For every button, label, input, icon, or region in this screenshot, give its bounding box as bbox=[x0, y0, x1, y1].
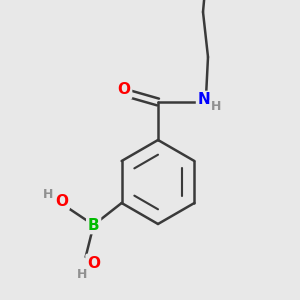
Text: B: B bbox=[88, 218, 99, 232]
Text: H: H bbox=[76, 268, 87, 281]
Text: O: O bbox=[87, 256, 100, 271]
Text: O: O bbox=[118, 82, 130, 98]
Text: N: N bbox=[198, 92, 210, 107]
Text: H: H bbox=[42, 188, 53, 202]
Text: H: H bbox=[211, 100, 221, 113]
Text: O: O bbox=[55, 194, 68, 208]
